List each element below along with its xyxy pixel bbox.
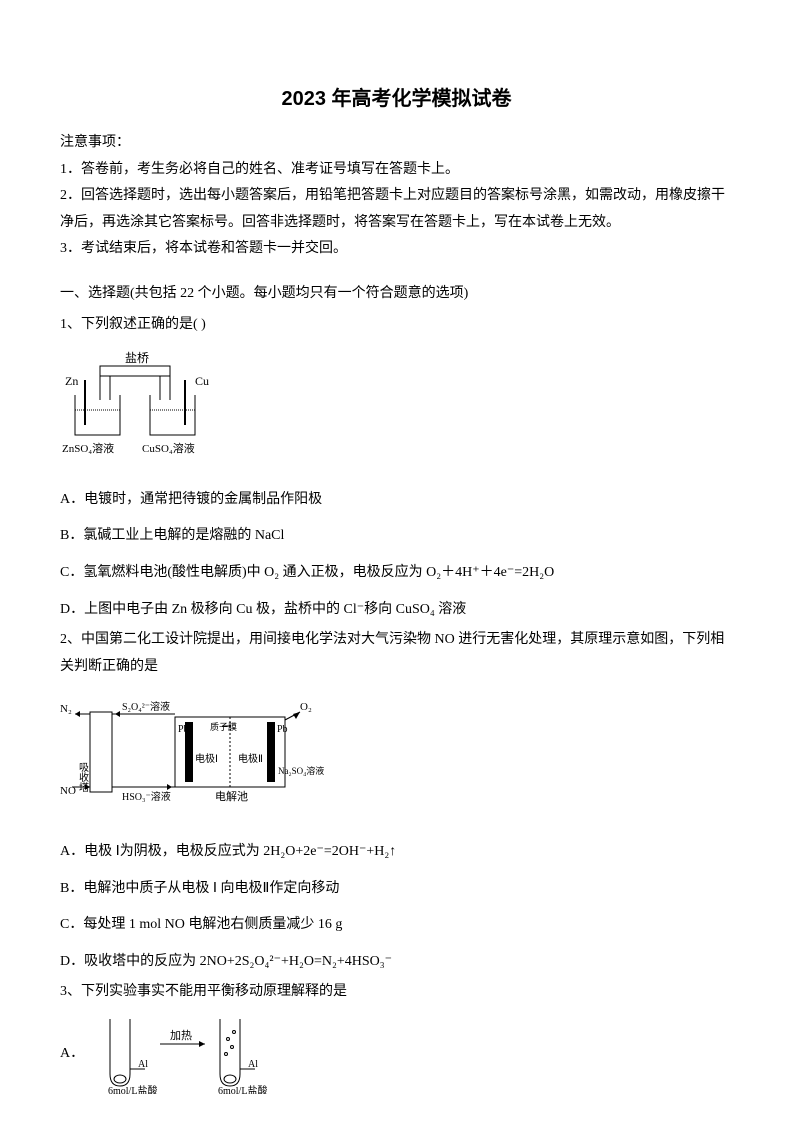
q2-pb-r: Pb [277,724,288,735]
instruction-1: 1．答卷前，考生务必将自己的姓名、准考证号填写在答题卡上。 [60,157,733,184]
q3-stem: 3、下列实验事实不能用平衡移动原理解释的是 [60,979,733,1006]
q1-zn-label: Zn [65,374,78,388]
q3-hcl-2: 6mol/L盐酸 [218,1084,267,1094]
q3-diagram: Al 6mol/L盐酸 加热 Al 6mol/L盐酸 [90,1014,290,1094]
q2-tower: 吸收塔 [77,762,89,793]
page-title: 2023 年高考化学模拟试卷 [60,80,733,118]
q3-al-1: Al [138,1059,148,1070]
q1-cu-label: Cu [195,374,209,388]
q1-option-a: A．电镀时，通常把待镀的金属制品作阳极 [60,487,733,514]
q1-option-d: D．上图中电子由 Zn 极移向 Cu 极，盐桥中的 Cl⁻移向 CuSO₄ 溶液 [60,597,733,624]
q1-option-c: C．氢氧燃料电池(酸性电解质)中 O₂ 通入正极，电极反应为 O₂＋4H⁺＋4e… [60,560,733,587]
question-3: 3、下列实验事实不能用平衡移动原理解释的是 A． Al 6mol/L盐酸 加热 … [60,979,733,1094]
q2-hso3: HSO₃⁻溶液 [122,790,171,803]
q2-option-a: A．电极 Ⅰ为阴极，电极反应式为 2H₂O+2e⁻=2OH⁻+H₂↑ [60,839,733,866]
q2-o2: O₂ [300,701,312,713]
q1-option-b: B．氯碱工业上电解的是熔融的 NaCl [60,523,733,550]
q2-cell: 电解池 [215,789,248,803]
q3-a-label: A． [60,1041,84,1068]
instruction-3: 3．考试结束后，将本试卷和答题卡一并交回。 [60,236,733,263]
instruction-2: 2．回答选择题时，选出每小题答案后，用铅笔把答题卡上对应题目的答案标号涂黑，如需… [60,183,733,236]
q2-stem: 2、中国第二化工设计院提出，用间接电化学法对大气污染物 NO 进行无害化处理，其… [60,627,733,680]
question-1: 1、下列叙述正确的是( ) 盐桥 Zn Cu ZnSO₄溶液 CuSO₄溶液 [60,312,733,624]
q1-cusol-label: CuSO₄溶液 [142,441,195,455]
q2-option-d: D．吸收塔中的反应为 2NO+2S₂O₄²⁻+H₂O=N₂+4HSO₃⁻ [60,949,733,976]
q2-option-b: B．电解池中质子从电极 Ⅰ 向电极Ⅱ作定向移动 [60,876,733,903]
q2-e2: 电极Ⅱ [238,752,263,765]
section-1-header: 一、选择题(共包括 22 个小题。每小题均只有一个符合题意的选项) [60,281,733,308]
q1-znsol-label: ZnSO₄溶液 [62,441,114,455]
q1-bridge-label: 盐桥 [125,351,149,365]
question-2: 2、中国第二化工设计院提出，用间接电化学法对大气污染物 NO 进行无害化处理，其… [60,627,733,975]
instructions-header: 注意事项： [60,130,733,157]
instructions-block: 注意事项： 1．答卷前，考生务必将自己的姓名、准考证号填写在答题卡上。 2．回答… [60,130,733,263]
q2-option-c: C．每处理 1 mol NO 电解池右侧质量减少 16 g [60,912,733,939]
q2-diagram: N₂ NO 吸收塔 S₂O₄²⁻溶液 HSO₃⁻溶液 Pb 电极Ⅰ 质子膜 [60,692,330,812]
q3-heat: 加热 [170,1029,192,1042]
q2-pb-l: Pb [178,724,189,735]
q1-diagram: 盐桥 Zn Cu ZnSO₄溶液 CuSO₄溶液 [60,350,230,460]
q3-option-a: A． Al 6mol/L盐酸 加热 Al 6mol/L盐酸 [60,1014,733,1094]
q2-n2: N₂ [60,703,72,715]
q1-stem: 1、下列叙述正确的是( ) [60,312,733,339]
q2-s2o4: S₂O₄²⁻溶液 [122,700,170,713]
q3-hcl-1: 6mol/L盐酸 [108,1084,157,1094]
q2-e1: 电极Ⅰ [195,752,218,765]
q2-na2so4: Na₂SO₄溶液 [278,765,324,776]
q3-al-2: Al [248,1059,258,1070]
